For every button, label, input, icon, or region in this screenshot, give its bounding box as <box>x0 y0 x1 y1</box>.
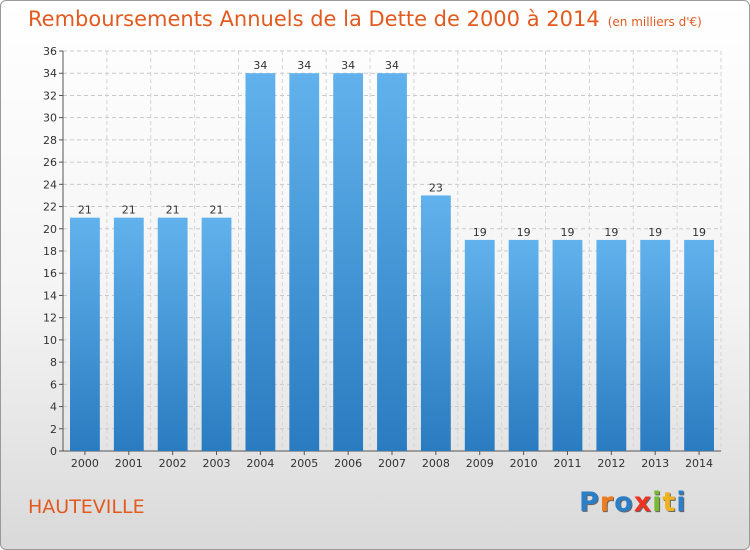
x-tick-label: 2011 <box>553 457 581 470</box>
value-label: 23 <box>429 181 443 194</box>
y-tick-label: 2 <box>50 423 57 436</box>
y-tick-label: 28 <box>43 134 57 147</box>
title-row: Remboursements Annuels de la Dette de 20… <box>28 7 702 31</box>
value-label: 21 <box>78 204 92 217</box>
value-label: 34 <box>253 59 267 72</box>
x-tick-label: 2008 <box>422 457 450 470</box>
y-tick-label: 14 <box>43 289 57 302</box>
value-label: 19 <box>517 226 531 239</box>
x-tick-label: 2007 <box>378 457 406 470</box>
proxiti-logo: Proxiti <box>579 487 687 518</box>
y-tick-label: 6 <box>50 378 57 391</box>
chart-unit: (en milliers d'€) <box>607 15 702 29</box>
value-label: 21 <box>122 204 136 217</box>
x-tick-label: 2009 <box>466 457 494 470</box>
value-label: 19 <box>692 226 706 239</box>
bar-2010 <box>508 239 539 451</box>
y-tick-label: 10 <box>43 334 57 347</box>
y-tick-label: 12 <box>43 312 57 325</box>
x-tick-label: 2006 <box>334 457 362 470</box>
y-tick-label: 34 <box>43 67 57 80</box>
bar-2001 <box>113 217 144 451</box>
y-tick-label: 32 <box>43 89 57 102</box>
bar-2006 <box>333 73 364 451</box>
logo-letter: x <box>633 487 653 518</box>
value-label: 19 <box>560 226 574 239</box>
logo-letter: t <box>662 487 677 518</box>
bar-2008 <box>420 195 451 451</box>
y-tick-label: 8 <box>50 356 57 369</box>
y-tick-label: 20 <box>43 223 57 236</box>
y-tick-label: 18 <box>43 245 57 258</box>
y-tick-label: 36 <box>43 45 57 58</box>
x-tick-label: 2005 <box>290 457 318 470</box>
x-tick-label: 2000 <box>71 457 99 470</box>
x-tick-label: 2002 <box>159 457 187 470</box>
bar-2002 <box>157 217 188 451</box>
logo-letter: o <box>614 487 634 518</box>
value-label: 34 <box>297 59 311 72</box>
value-label: 21 <box>210 204 224 217</box>
bars <box>70 73 714 451</box>
y-tick-label: 4 <box>50 401 57 414</box>
bar-2014 <box>684 239 714 451</box>
x-tick-label: 2001 <box>115 457 143 470</box>
bar-2012 <box>596 239 627 451</box>
y-tick-label: 30 <box>43 112 57 125</box>
commune-name: HAUTEVILLE <box>28 496 145 518</box>
logo-letter: P <box>579 487 600 518</box>
logo-letter: i <box>652 487 663 518</box>
x-tick-label: 2012 <box>597 457 625 470</box>
value-label: 19 <box>648 226 662 239</box>
bar-2003 <box>201 217 232 451</box>
x-tick-label: 2004 <box>246 457 274 470</box>
y-tick-label: 26 <box>43 156 57 169</box>
value-label: 34 <box>385 59 399 72</box>
bar-2004 <box>245 73 276 451</box>
bar-2009 <box>464 239 495 451</box>
value-label: 19 <box>604 226 618 239</box>
y-tick-label: 24 <box>43 178 57 191</box>
bar-2013 <box>640 239 671 451</box>
bar-2000 <box>70 217 100 451</box>
value-label: 34 <box>341 59 355 72</box>
chart-title: Remboursements Annuels de la Dette de 20… <box>28 7 600 31</box>
logo-letter: i <box>676 487 687 518</box>
y-tick-label: 16 <box>43 267 57 280</box>
y-tick-label: 0 <box>50 445 57 458</box>
bar-2007 <box>377 73 407 451</box>
x-tick-label: 2014 <box>685 457 713 470</box>
labels: 0246810121416182022242628303234362120002… <box>43 45 713 470</box>
value-label: 21 <box>166 204 180 217</box>
value-label: 19 <box>473 226 487 239</box>
x-tick-label: 2013 <box>641 457 669 470</box>
x-tick-label: 2010 <box>510 457 538 470</box>
logo-letter: r <box>599 487 615 518</box>
bar-2005 <box>289 73 320 451</box>
y-tick-label: 22 <box>43 201 57 214</box>
bar-2011 <box>552 239 583 451</box>
x-tick-label: 2003 <box>203 457 231 470</box>
